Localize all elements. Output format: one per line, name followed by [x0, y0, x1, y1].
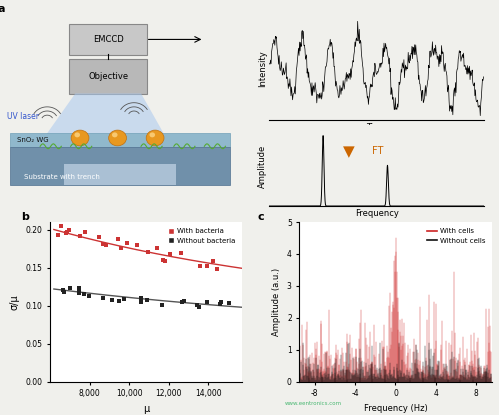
- Point: [133, 242, 141, 249]
- Text: FT: FT: [372, 146, 383, 156]
- Point: [159, 257, 167, 264]
- Point: [115, 297, 123, 304]
- Point: [117, 245, 125, 252]
- Point: [213, 266, 221, 272]
- Polygon shape: [40, 93, 169, 143]
- Point: [166, 250, 174, 257]
- FancyBboxPatch shape: [9, 133, 230, 147]
- Text: www.eentronics.com: www.eentronics.com: [284, 400, 341, 405]
- Circle shape: [112, 132, 118, 137]
- Point: [203, 298, 211, 305]
- Point: [75, 290, 83, 297]
- Y-axis label: Amplitude: Amplitude: [257, 144, 266, 188]
- Point: [216, 301, 224, 308]
- Y-axis label: Intensity: Intensity: [257, 50, 266, 87]
- Text: SnO₂ WG: SnO₂ WG: [16, 137, 48, 143]
- Point: [108, 297, 116, 303]
- Point: [193, 302, 201, 308]
- Point: [123, 239, 131, 246]
- Circle shape: [74, 132, 80, 137]
- Point: [225, 300, 233, 307]
- X-axis label: Time: Time: [366, 123, 387, 132]
- Point: [75, 285, 83, 292]
- Point: [81, 229, 89, 235]
- Point: [59, 287, 67, 294]
- Point: [114, 236, 122, 243]
- Text: Substrate with trench: Substrate with trench: [24, 174, 100, 181]
- X-axis label: μ: μ: [143, 404, 149, 414]
- Point: [203, 263, 211, 269]
- Point: [159, 301, 167, 308]
- Circle shape: [109, 130, 126, 146]
- Point: [76, 233, 84, 239]
- Point: [137, 295, 145, 302]
- FancyBboxPatch shape: [69, 59, 147, 95]
- Point: [65, 227, 73, 234]
- Point: [99, 294, 107, 301]
- Y-axis label: σ/μ: σ/μ: [9, 294, 19, 310]
- Point: [66, 285, 74, 291]
- Point: [195, 303, 203, 310]
- Point: [144, 248, 152, 255]
- Point: [99, 240, 107, 247]
- Y-axis label: Amplitude (a.u.): Amplitude (a.u.): [272, 268, 281, 336]
- Point: [196, 263, 204, 270]
- Circle shape: [150, 132, 155, 137]
- Text: UV laser: UV laser: [7, 112, 39, 121]
- Legend: With bacteria, Without bacteria: With bacteria, Without bacteria: [165, 225, 239, 247]
- X-axis label: Frequency: Frequency: [355, 209, 399, 217]
- Text: b: b: [21, 212, 29, 222]
- Point: [62, 229, 70, 236]
- Point: [209, 258, 217, 265]
- Text: a: a: [0, 4, 5, 14]
- Point: [120, 295, 128, 302]
- Point: [56, 222, 64, 229]
- FancyBboxPatch shape: [9, 147, 230, 185]
- Point: [180, 298, 188, 305]
- X-axis label: Frequency (Hz): Frequency (Hz): [364, 404, 427, 413]
- Point: [177, 250, 185, 256]
- Point: [95, 234, 103, 240]
- Point: [143, 297, 151, 303]
- Point: [137, 299, 145, 305]
- Circle shape: [146, 130, 164, 146]
- Point: [217, 299, 225, 305]
- Text: c: c: [257, 212, 264, 222]
- Point: [178, 299, 186, 306]
- Point: [63, 229, 71, 235]
- FancyBboxPatch shape: [64, 164, 176, 185]
- Point: [153, 245, 161, 251]
- Point: [75, 286, 83, 293]
- Text: ▼: ▼: [343, 144, 355, 159]
- Text: Objective: Objective: [88, 72, 128, 81]
- Point: [59, 289, 67, 295]
- Point: [85, 293, 93, 300]
- Point: [101, 242, 109, 248]
- Point: [80, 290, 88, 297]
- FancyBboxPatch shape: [69, 24, 147, 55]
- Legend: With cells, Without cells: With cells, Without cells: [424, 225, 488, 247]
- Point: [54, 232, 62, 238]
- Circle shape: [71, 130, 89, 146]
- Point: [162, 258, 170, 264]
- Text: EMCCD: EMCCD: [93, 35, 124, 44]
